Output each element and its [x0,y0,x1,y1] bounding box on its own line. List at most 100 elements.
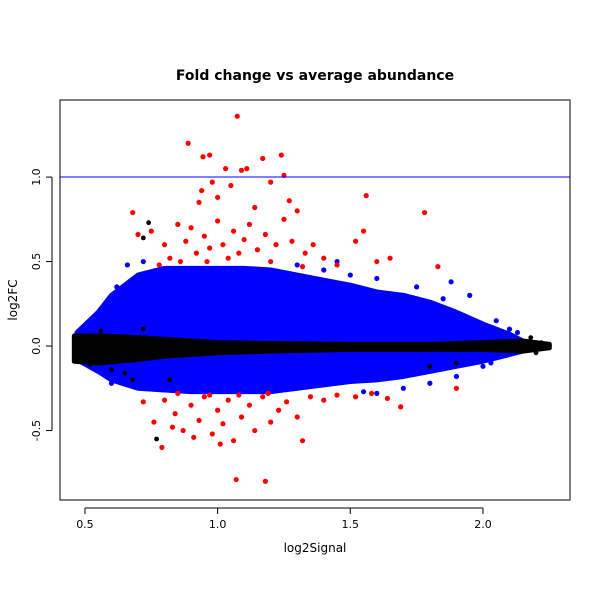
red-point [252,204,258,211]
y-tick-label: 1.0 [30,168,43,186]
blue-point [493,318,499,324]
red-point [222,166,229,172]
red-point [175,221,181,227]
red-point [185,140,191,146]
black-point [546,343,552,349]
blue-point [448,279,454,285]
black-point [130,377,136,383]
red-point [281,216,287,222]
red-point [294,208,300,214]
y-tick-label: 0.5 [30,253,43,271]
red-point [254,247,261,253]
blue-point [480,363,486,369]
red-point [352,238,359,244]
black-point [167,377,173,383]
blue-point [347,272,353,278]
red-point [130,209,136,216]
red-point [201,394,207,400]
red-point [172,411,178,417]
red-point [238,414,245,420]
red-point [384,395,391,402]
red-point [265,390,271,396]
black-point [74,348,80,354]
black-point [538,340,544,346]
blue-point [488,360,494,366]
red-point [215,407,221,413]
red-point [238,167,245,173]
red-point [230,228,237,234]
red-point [278,152,284,158]
red-point [387,255,393,261]
red-point [199,187,205,194]
red-point [151,419,157,425]
red-point [363,193,369,199]
red-point [207,152,213,158]
blue-point [374,390,380,396]
black-point [454,360,459,366]
red-point [220,242,226,248]
red-point [334,392,340,398]
x-axis-label: log2Signal [284,541,347,555]
y-axis-label: log2FC [6,279,20,320]
y-tick-label: -0.5 [30,420,43,441]
red-point [244,166,250,172]
y-tick-label: 0.0 [30,337,43,355]
red-point [236,392,242,398]
red-point [209,431,215,437]
red-point [220,421,226,427]
red-point [262,231,268,238]
red-point [284,399,290,405]
black-point [98,328,104,334]
red-point [200,154,206,160]
red-point [204,258,210,265]
red-point [215,218,221,224]
red-point [148,228,154,234]
blue-point [124,262,130,268]
blue-point [114,284,120,290]
red-point [453,385,460,391]
red-point [159,444,165,451]
red-point [246,221,253,227]
black-point [79,335,85,341]
red-point [368,390,375,396]
blue-point [108,380,115,386]
red-point [225,397,231,403]
red-point [236,250,242,256]
red-point [191,434,197,440]
x-tick-label: 1.0 [209,518,227,531]
red-point [183,238,189,244]
red-point [268,179,274,185]
red-point [196,417,202,424]
red-point [209,179,215,185]
blue-point [414,284,420,290]
red-point [398,404,404,410]
red-point [188,402,194,408]
x-tick-label: 0.5 [76,518,94,531]
x-tick-label: 1.5 [342,518,360,531]
red-point [321,255,327,261]
red-point [310,242,316,248]
red-point [276,407,282,413]
red-point [262,478,268,484]
red-point [201,233,207,239]
black-point [140,326,146,332]
red-point [352,394,359,400]
blue-point [140,258,146,265]
red-point [161,242,168,248]
red-point [321,397,327,403]
red-point [193,250,199,256]
red-point [175,390,181,396]
red-point [215,194,221,200]
red-point [421,209,428,216]
red-point [177,258,184,265]
black-point [528,335,534,341]
red-point [273,242,279,248]
red-point [268,258,274,265]
red-point [196,199,202,206]
red-point [234,113,240,119]
red-point [286,198,292,204]
blue-point [321,267,327,273]
blue-point [467,292,473,298]
blue-point [360,389,367,395]
